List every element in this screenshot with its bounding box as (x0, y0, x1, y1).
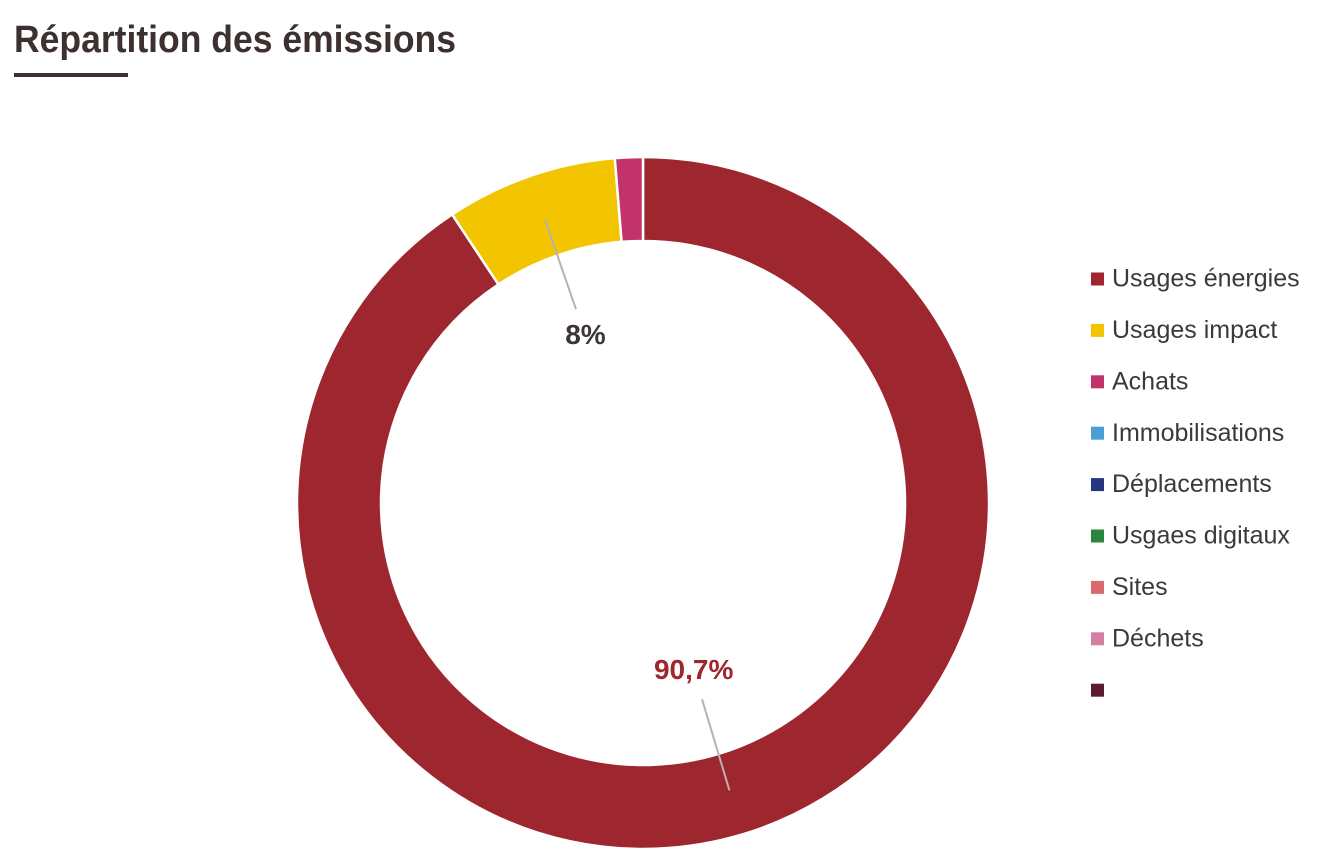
legend-label: Sites (1112, 573, 1168, 601)
legend-swatch (1091, 580, 1104, 594)
legend-swatch (1091, 478, 1104, 492)
legend-swatch (1091, 272, 1104, 286)
slice (613, 155, 645, 244)
legend-label: Immobilisations (1112, 419, 1284, 447)
legend-swatch (1091, 683, 1104, 697)
slice (295, 155, 991, 851)
chart-title: Répartition des émissions (14, 19, 456, 61)
legend-label: Usgaes digitaux (1112, 522, 1290, 550)
legend-swatch (1091, 529, 1104, 543)
title-underline (14, 73, 128, 77)
legend-swatch (1091, 375, 1104, 389)
legend-label: Usages impact (1112, 316, 1277, 344)
legend-label: Déchets (1112, 624, 1204, 652)
legend-swatch (1091, 426, 1104, 440)
legend-label: Achats (1112, 367, 1188, 395)
leader-line (543, 219, 577, 310)
legend-swatch (1091, 323, 1104, 337)
legend-label: Usages énergies (1112, 265, 1300, 293)
value-label: 90,7% (654, 654, 733, 685)
legend-swatch (1091, 632, 1104, 646)
legend-label: Déplacements (1112, 470, 1272, 498)
value-label: 8% (565, 319, 606, 350)
leader-line (701, 699, 731, 791)
